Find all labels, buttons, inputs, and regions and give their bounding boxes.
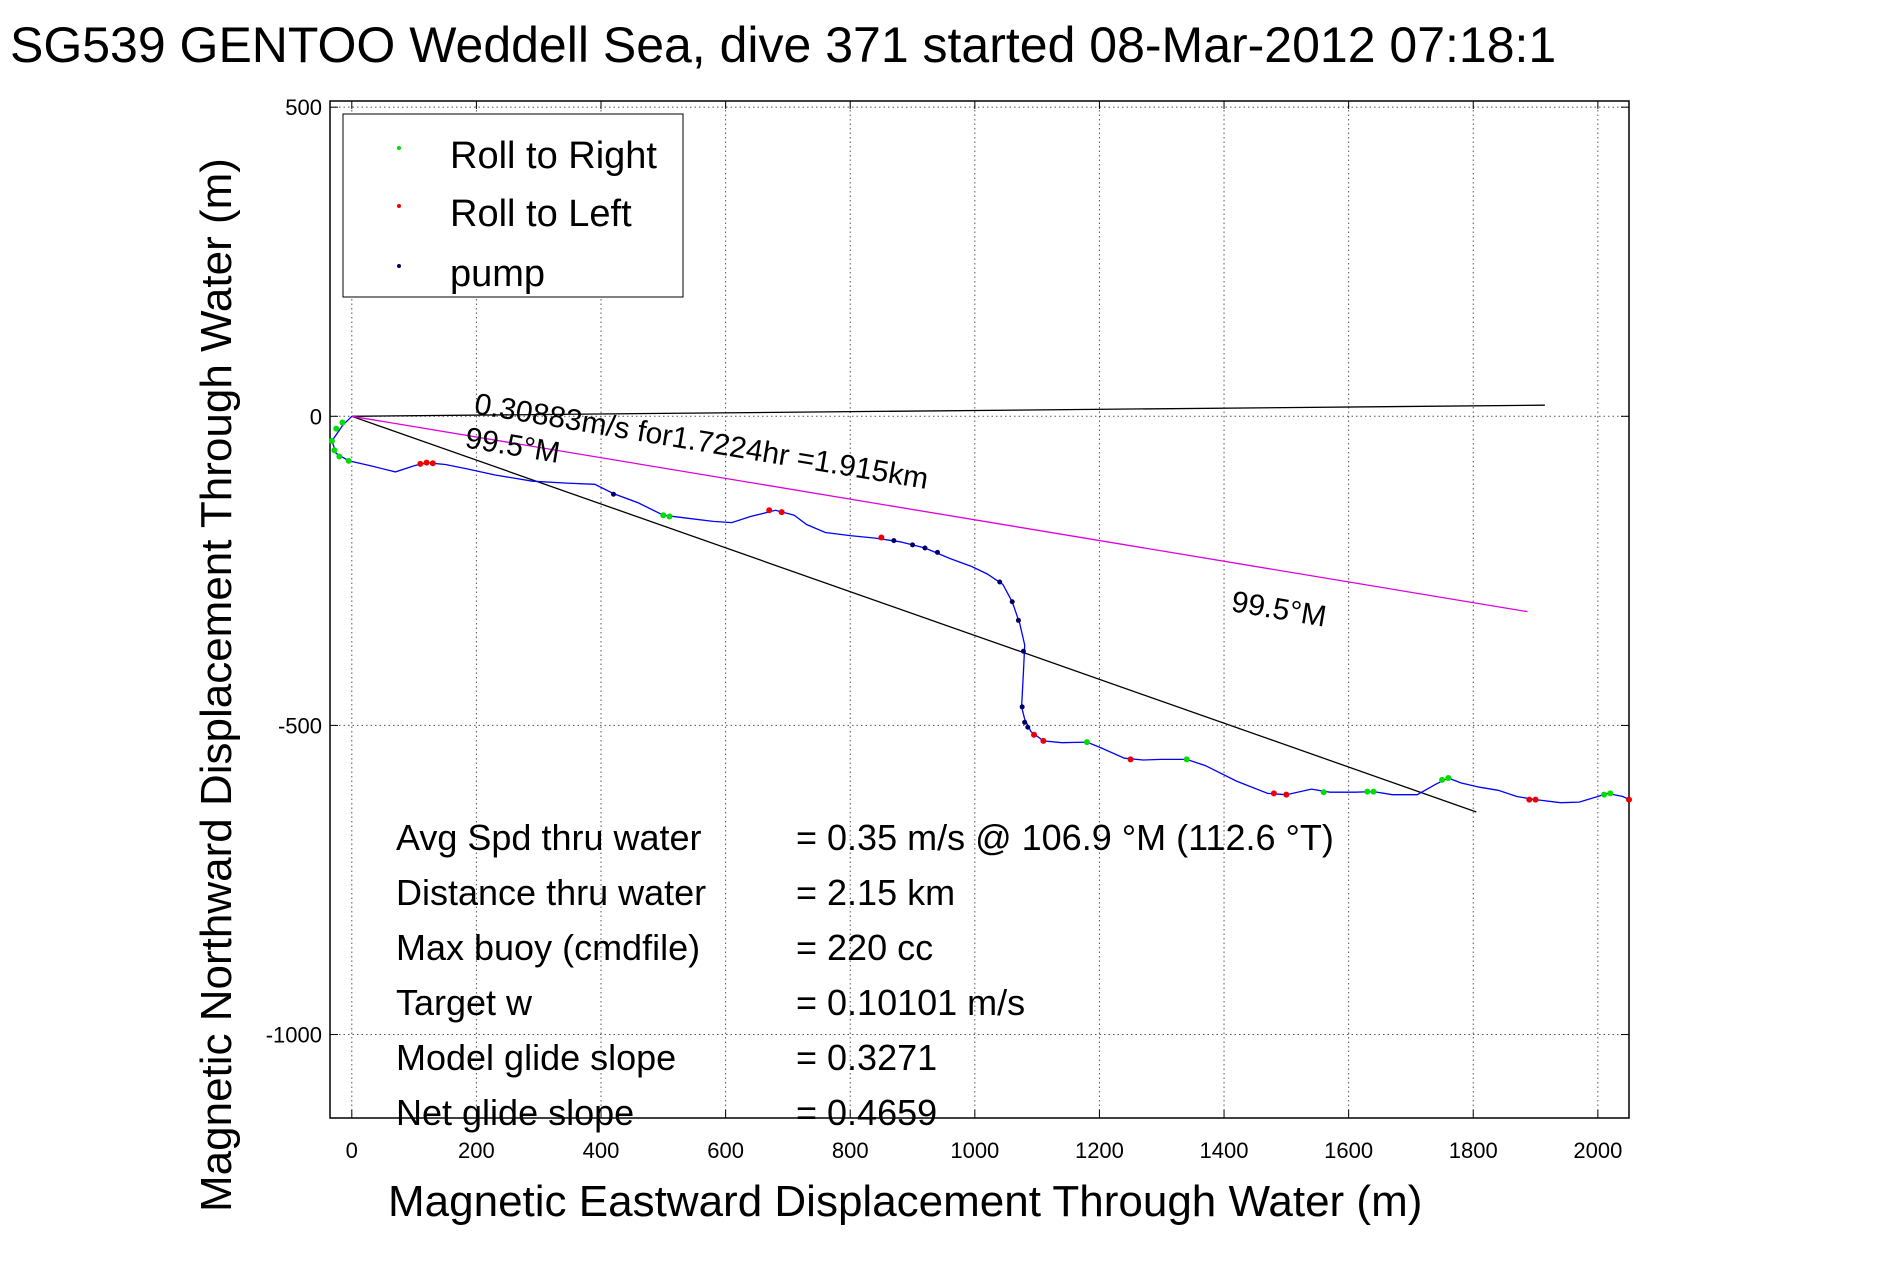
legend-marker-roll-left [397, 204, 401, 208]
roll-left-point [1127, 756, 1134, 763]
x-tick-label: 1400 [1200, 1138, 1249, 1163]
x-tick-label: 1200 [1075, 1138, 1124, 1163]
pump-point [1020, 648, 1026, 654]
roll-right-point [345, 457, 352, 464]
x-tick-label: 1600 [1324, 1138, 1373, 1163]
roll-right-point [331, 447, 338, 454]
stat-value: = 220 cc [796, 927, 933, 968]
stat-label: Distance thru water [396, 872, 706, 913]
x-axis-label: Magnetic Eastward Displacement Through W… [388, 1177, 1422, 1226]
roll-and-pump-markers [328, 419, 1632, 803]
pump-point [891, 538, 897, 544]
roll-left-point [1270, 790, 1277, 797]
roll-right-point [1364, 788, 1371, 795]
axis-ticks: 0 200 400 600 800 1000 1200 1400 1600 1800 2000 500… [266, 95, 1629, 1163]
roll-right-point [1445, 774, 1452, 781]
pump-point [1009, 599, 1015, 605]
stat-value: = 0.35 m/s @ 106.9 °M (112.6 °T) [796, 817, 1334, 858]
roll-right-point [1370, 788, 1377, 795]
legend: Roll to Right Roll to Left pump [342, 113, 684, 298]
pump-point [1025, 724, 1031, 730]
chart-title: SG539 GENTOO Weddell Sea, dive 371 start… [10, 17, 1556, 73]
pump-point [922, 545, 928, 551]
pump-point [610, 491, 616, 497]
roll-left-point [1626, 796, 1632, 803]
roll-left-point [423, 459, 430, 466]
y-tick-label: 500 [285, 95, 322, 120]
pump-point [997, 579, 1003, 585]
target-line [351, 415, 1528, 613]
x-tick-label: 1000 [950, 1138, 999, 1163]
roll-right-point [1601, 791, 1608, 798]
north-line [351, 404, 1545, 417]
x-tick-label: 0 [346, 1138, 358, 1163]
roll-left-point [1532, 796, 1539, 803]
roll-right-point [333, 425, 340, 432]
legend-label-roll-right: Roll to Right [450, 135, 657, 177]
y-tick-label: -1000 [266, 1023, 322, 1048]
pump-point [1019, 704, 1025, 710]
roll-left-point [1526, 796, 1533, 803]
y-axis-label: Magnetic Northward Displacement Through … [192, 158, 241, 1212]
legend-label-pump: pump [450, 253, 545, 295]
legend-marker-roll-right [397, 146, 401, 150]
legend-label-roll-left: Roll to Left [450, 193, 632, 235]
roll-left-point [429, 460, 436, 467]
roll-right-point [328, 438, 335, 445]
track-line [331, 415, 1630, 804]
pump-point [1022, 719, 1028, 725]
grid-lines [330, 101, 1629, 1118]
bearing-line [351, 415, 1477, 813]
stat-value: = 0.10101 m/s [796, 982, 1025, 1023]
roll-left-point [1040, 737, 1047, 744]
legend-marker-pump [397, 264, 401, 268]
roll-right-point [666, 513, 673, 520]
stat-label: Target w [396, 982, 533, 1023]
glider-track [331, 415, 1630, 804]
roll-left-point [1283, 791, 1290, 798]
roll-left-point [766, 507, 773, 514]
roll-left-point [417, 460, 424, 467]
roll-right-point [336, 453, 343, 460]
stat-value: = 0.4659 [796, 1092, 937, 1133]
stat-label: Max buoy (cmdfile) [396, 927, 700, 968]
roll-right-point [1439, 776, 1446, 783]
stat-value: = 2.15 km [796, 872, 955, 913]
stat-label: Net glide slope [396, 1092, 634, 1133]
roll-right-point [1320, 789, 1327, 796]
roll-right-point [1083, 739, 1090, 746]
stat-value: = 0.3271 [796, 1037, 937, 1078]
y-tick-label: 0 [310, 404, 322, 429]
stat-label: Model glide slope [396, 1037, 676, 1078]
pump-point [1015, 617, 1021, 623]
roll-left-point [778, 509, 785, 516]
reference-lines [351, 404, 1545, 813]
x-tick-label: 1800 [1449, 1138, 1498, 1163]
roll-right-point [1607, 790, 1614, 797]
x-tick-label: 800 [832, 1138, 869, 1163]
x-tick-label: 2000 [1573, 1138, 1622, 1163]
pump-point [934, 549, 940, 555]
x-tick-label: 400 [583, 1138, 620, 1163]
stat-label: Avg Spd thru water [396, 817, 702, 858]
x-tick-label: 200 [458, 1138, 495, 1163]
dive-statistics: Avg Spd thru water = 0.35 m/s @ 106.9 °M … [396, 817, 1334, 1133]
y-tick-label: -500 [278, 713, 322, 738]
roll-left-point [878, 534, 885, 541]
roll-right-point [339, 419, 346, 426]
x-tick-label: 600 [707, 1138, 744, 1163]
pump-point [910, 542, 916, 548]
roll-right-point [660, 512, 667, 519]
roll-left-point [1031, 731, 1038, 738]
roll-right-point [1183, 756, 1190, 763]
